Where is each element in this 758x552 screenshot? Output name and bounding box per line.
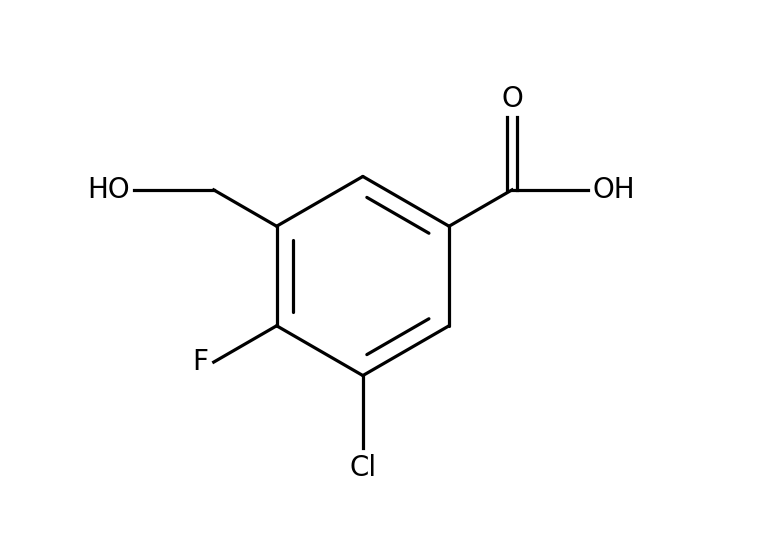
Text: Cl: Cl <box>349 454 377 481</box>
Text: F: F <box>193 348 208 376</box>
Text: OH: OH <box>593 176 635 204</box>
Text: HO: HO <box>87 176 130 204</box>
Text: O: O <box>501 85 523 113</box>
